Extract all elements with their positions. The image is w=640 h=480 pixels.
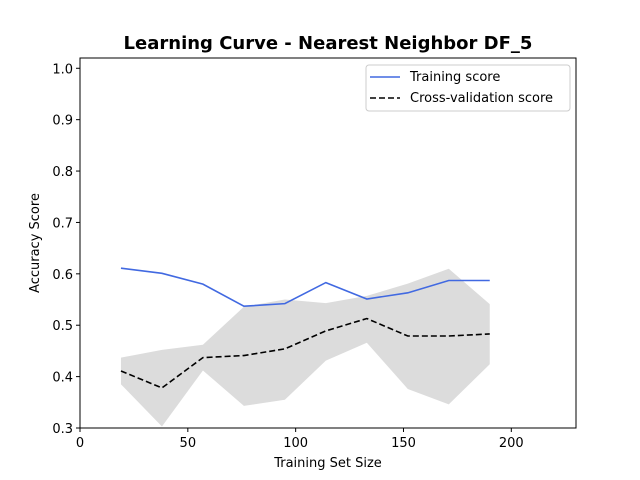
x-tick-label: 50 [180, 436, 197, 451]
legend-label-cross-validation: Cross-validation score [410, 91, 553, 106]
chart-title: Learning Curve - Nearest Neighbor DF_5 [124, 33, 533, 54]
training-score-line [120, 267, 490, 308]
x-tick-label: 150 [391, 436, 416, 451]
y-axis-label: Accuracy Score [28, 193, 43, 293]
cross-validation-score-line [120, 317, 490, 389]
y-tick-label: 0.9 [52, 114, 73, 129]
legend-frame [365, 64, 571, 112]
y-tick-label: 0.3 [52, 422, 73, 437]
legend: Training score Cross-validation score [365, 64, 571, 112]
y-tick-label: 0.6 [52, 268, 73, 283]
y-tick-label: 0.8 [52, 165, 73, 180]
y-tick-label: 0.7 [52, 216, 73, 231]
y-tick-label: 1.0 [52, 62, 73, 77]
plot-frame [79, 57, 577, 429]
x-tick-label: 0 [76, 436, 84, 451]
x-tick-label: 200 [499, 436, 524, 451]
x-tick-label: 100 [283, 436, 308, 451]
y-tick-label: 0.4 [52, 371, 73, 386]
cross-validation-band [120, 268, 490, 427]
legend-label-training: Training score [409, 70, 500, 85]
x-axis-label: Training Set Size [273, 456, 382, 471]
plot-area: 0 50 100 150 200 0.3 0.4 0.5 0.6 0.7 0.8 0.9 1.0 [52, 57, 577, 451]
y-tick-label: 0.5 [52, 319, 73, 334]
